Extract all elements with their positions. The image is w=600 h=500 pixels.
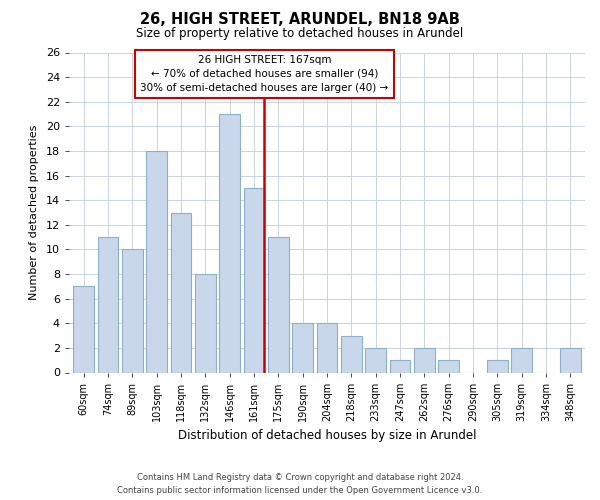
Bar	[341, 336, 362, 372]
Bar	[268, 237, 289, 372]
Bar	[439, 360, 459, 372]
Text: Contains HM Land Registry data © Crown copyright and database right 2024.
Contai: Contains HM Land Registry data © Crown c…	[118, 474, 482, 495]
Text: 26 HIGH STREET: 167sqm
← 70% of detached houses are smaller (94)
30% of semi-det: 26 HIGH STREET: 167sqm ← 70% of detached…	[140, 55, 388, 93]
Bar	[219, 114, 240, 372]
X-axis label: Distribution of detached houses by size in Arundel: Distribution of detached houses by size …	[178, 429, 476, 442]
Bar	[244, 188, 265, 372]
Bar	[73, 286, 94, 372]
Bar	[511, 348, 532, 372]
Bar	[98, 237, 118, 372]
Bar	[487, 360, 508, 372]
Bar	[414, 348, 435, 372]
Bar	[122, 250, 143, 372]
Bar	[195, 274, 215, 372]
Bar	[170, 212, 191, 372]
Bar	[292, 324, 313, 372]
Text: Size of property relative to detached houses in Arundel: Size of property relative to detached ho…	[136, 28, 464, 40]
Text: 26, HIGH STREET, ARUNDEL, BN18 9AB: 26, HIGH STREET, ARUNDEL, BN18 9AB	[140, 12, 460, 28]
Bar	[317, 324, 337, 372]
Bar	[365, 348, 386, 372]
Bar	[389, 360, 410, 372]
Y-axis label: Number of detached properties: Number of detached properties	[29, 125, 39, 300]
Bar	[560, 348, 581, 372]
Bar	[146, 151, 167, 372]
